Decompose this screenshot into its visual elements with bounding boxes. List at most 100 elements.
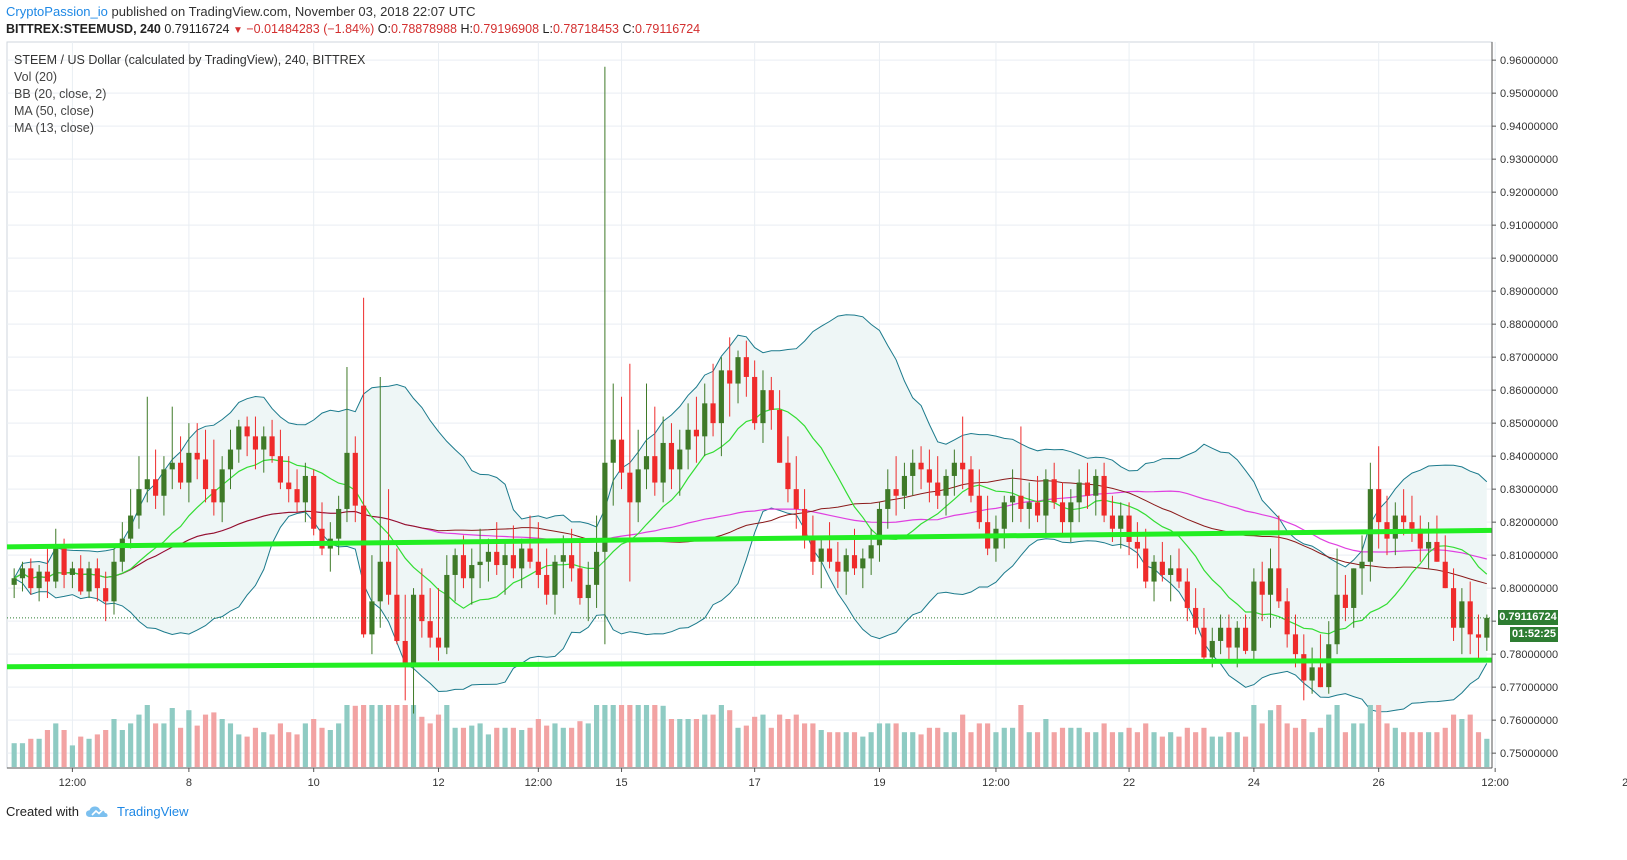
volume-bar xyxy=(435,714,442,767)
volume-bar xyxy=(1109,732,1116,767)
candle xyxy=(1417,515,1423,562)
candle xyxy=(385,489,392,605)
candle-body xyxy=(311,475,317,529)
candle-body xyxy=(1101,475,1107,516)
candle xyxy=(1059,482,1066,536)
candle xyxy=(1134,522,1140,569)
candle xyxy=(1151,555,1157,602)
volume-bar xyxy=(1467,714,1473,767)
candle xyxy=(361,297,367,638)
candle xyxy=(202,429,209,503)
volume-bar xyxy=(1010,727,1016,767)
candle-body xyxy=(1201,627,1207,658)
legend-ma13[interactable]: MA (13, close) xyxy=(14,121,94,135)
candle-body xyxy=(1001,502,1007,529)
legend-bb[interactable]: BB (20, close, 2) xyxy=(14,87,107,101)
volume-bar xyxy=(319,727,325,767)
x-tick-label: 12:00 xyxy=(982,777,1010,789)
candle xyxy=(677,429,683,496)
candle-body xyxy=(494,551,500,566)
volume-bar xyxy=(802,723,808,767)
candle-body xyxy=(361,505,367,635)
candle-body xyxy=(11,578,17,585)
volume-bar xyxy=(760,714,766,767)
volume-bar xyxy=(1326,714,1332,767)
volume-bar xyxy=(593,705,600,767)
candle xyxy=(1093,469,1099,516)
candle-body xyxy=(943,475,949,496)
volume-bar xyxy=(202,714,209,767)
volume-bar xyxy=(993,732,999,767)
volume-bar xyxy=(336,723,342,767)
legend-ma50[interactable]: MA (50, close) xyxy=(14,104,94,118)
candle-body xyxy=(1276,568,1282,602)
candle-body xyxy=(219,469,225,503)
volume-bar xyxy=(668,719,675,767)
legend-vol[interactable]: Vol (20) xyxy=(14,70,58,84)
candle-body xyxy=(593,551,600,585)
candle-body xyxy=(826,548,833,562)
volume-bar xyxy=(311,719,317,767)
candle xyxy=(1267,548,1274,628)
x-tick-label: 12:00 xyxy=(1481,777,1509,789)
candle-body xyxy=(111,561,117,602)
candle-body xyxy=(177,462,184,483)
candle-body xyxy=(1342,594,1348,608)
volume-bar xyxy=(968,732,974,767)
volume-bar xyxy=(1143,723,1149,767)
volume-bar xyxy=(1018,705,1024,767)
volume-bar xyxy=(1459,719,1465,767)
candle-body xyxy=(968,469,974,496)
candle-body xyxy=(727,370,733,384)
author-link[interactable]: CryptoPassion_io xyxy=(6,4,108,19)
x-tick-label: 26 xyxy=(1373,777,1385,789)
volume-bar xyxy=(1417,732,1423,767)
candle-body xyxy=(851,555,858,569)
candle xyxy=(344,367,350,523)
volume-bar xyxy=(1434,732,1440,767)
candle xyxy=(760,370,766,443)
candle-body xyxy=(385,561,392,595)
candle-body xyxy=(261,436,267,450)
volume-bar xyxy=(1026,732,1032,767)
candle-body xyxy=(735,357,741,384)
candle xyxy=(1301,634,1307,701)
candle xyxy=(1434,515,1440,562)
volume-bar xyxy=(943,732,949,767)
candle-body xyxy=(710,403,716,424)
candle xyxy=(186,423,192,503)
volume-bar xyxy=(1376,705,1382,767)
candle-body xyxy=(53,548,59,582)
tradingview-link[interactable]: TradingView xyxy=(116,804,189,819)
candle xyxy=(810,515,816,575)
candle-body xyxy=(785,462,791,490)
candle xyxy=(11,568,17,599)
candle xyxy=(369,555,375,655)
candle xyxy=(177,436,184,490)
volume-bar xyxy=(44,730,51,767)
candle-body xyxy=(477,561,483,566)
candle-body xyxy=(1218,627,1224,641)
candle xyxy=(826,522,833,569)
candle-body xyxy=(1168,568,1174,575)
candle xyxy=(1226,614,1232,661)
candle xyxy=(1242,614,1249,655)
candle xyxy=(1367,462,1373,582)
volume-bar xyxy=(269,734,275,767)
volume-bar xyxy=(1226,732,1232,767)
candle-body xyxy=(843,555,849,572)
candle-body xyxy=(36,571,42,589)
volume-bar xyxy=(11,743,17,767)
candle-body xyxy=(560,555,566,562)
candle-body xyxy=(1226,627,1232,648)
y-tick-label: 0.96000000 xyxy=(1500,55,1558,67)
volume-bar xyxy=(544,725,550,767)
volume-bar xyxy=(1059,727,1066,767)
candle-body xyxy=(236,426,242,450)
candle xyxy=(544,548,550,605)
volume-bar xyxy=(569,727,575,767)
volume-bar xyxy=(918,734,924,767)
candle-body xyxy=(1317,667,1324,688)
volume-bar xyxy=(935,727,941,767)
